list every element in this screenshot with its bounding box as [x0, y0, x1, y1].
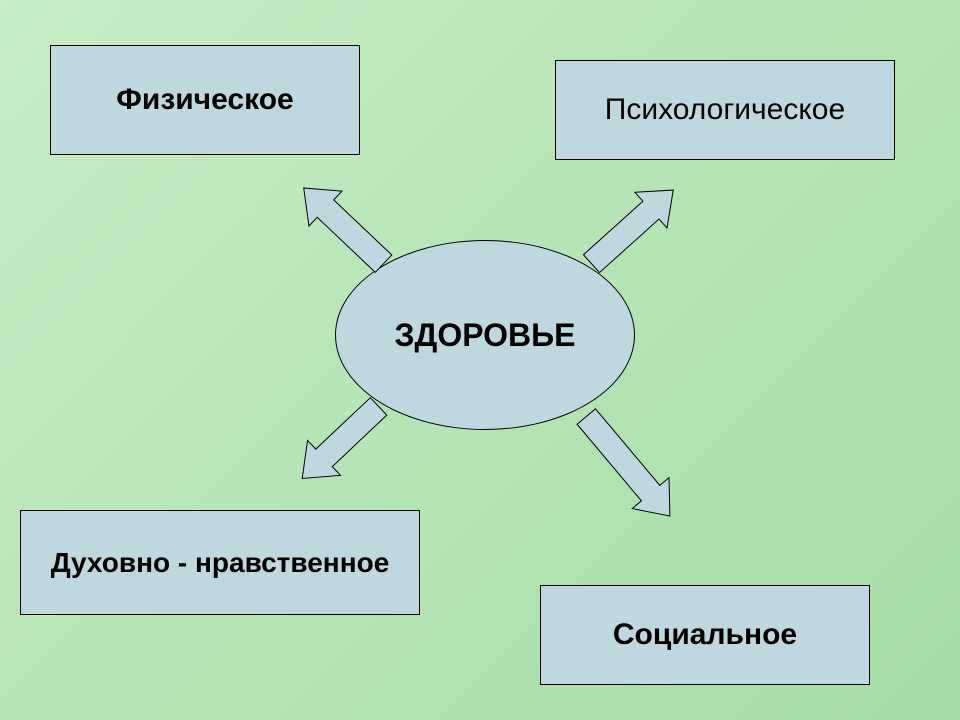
- arrow-shape: [286, 389, 395, 496]
- node-label: Физическое: [116, 83, 293, 117]
- node-spiritual: Духовно - нравственное: [20, 510, 420, 615]
- node-label: Духовно - нравственное: [51, 547, 390, 579]
- center-node-label: ЗДОРОВЬЕ: [395, 317, 576, 354]
- arrow-shape: [568, 401, 688, 531]
- node-social: Социальное: [540, 585, 870, 685]
- node-psychological: Психологическое: [555, 60, 895, 160]
- arrow-shape: [575, 172, 689, 281]
- node-label: Социальное: [613, 618, 797, 652]
- node-label: Психологическое: [605, 93, 845, 127]
- node-physical: Физическое: [50, 45, 360, 155]
- arrow-social: [565, 398, 691, 534]
- diagram-stage: ЗДОРОВЬЕ Физическое Психологическое Духовн…: [0, 0, 960, 720]
- arrow-shape: [287, 171, 400, 281]
